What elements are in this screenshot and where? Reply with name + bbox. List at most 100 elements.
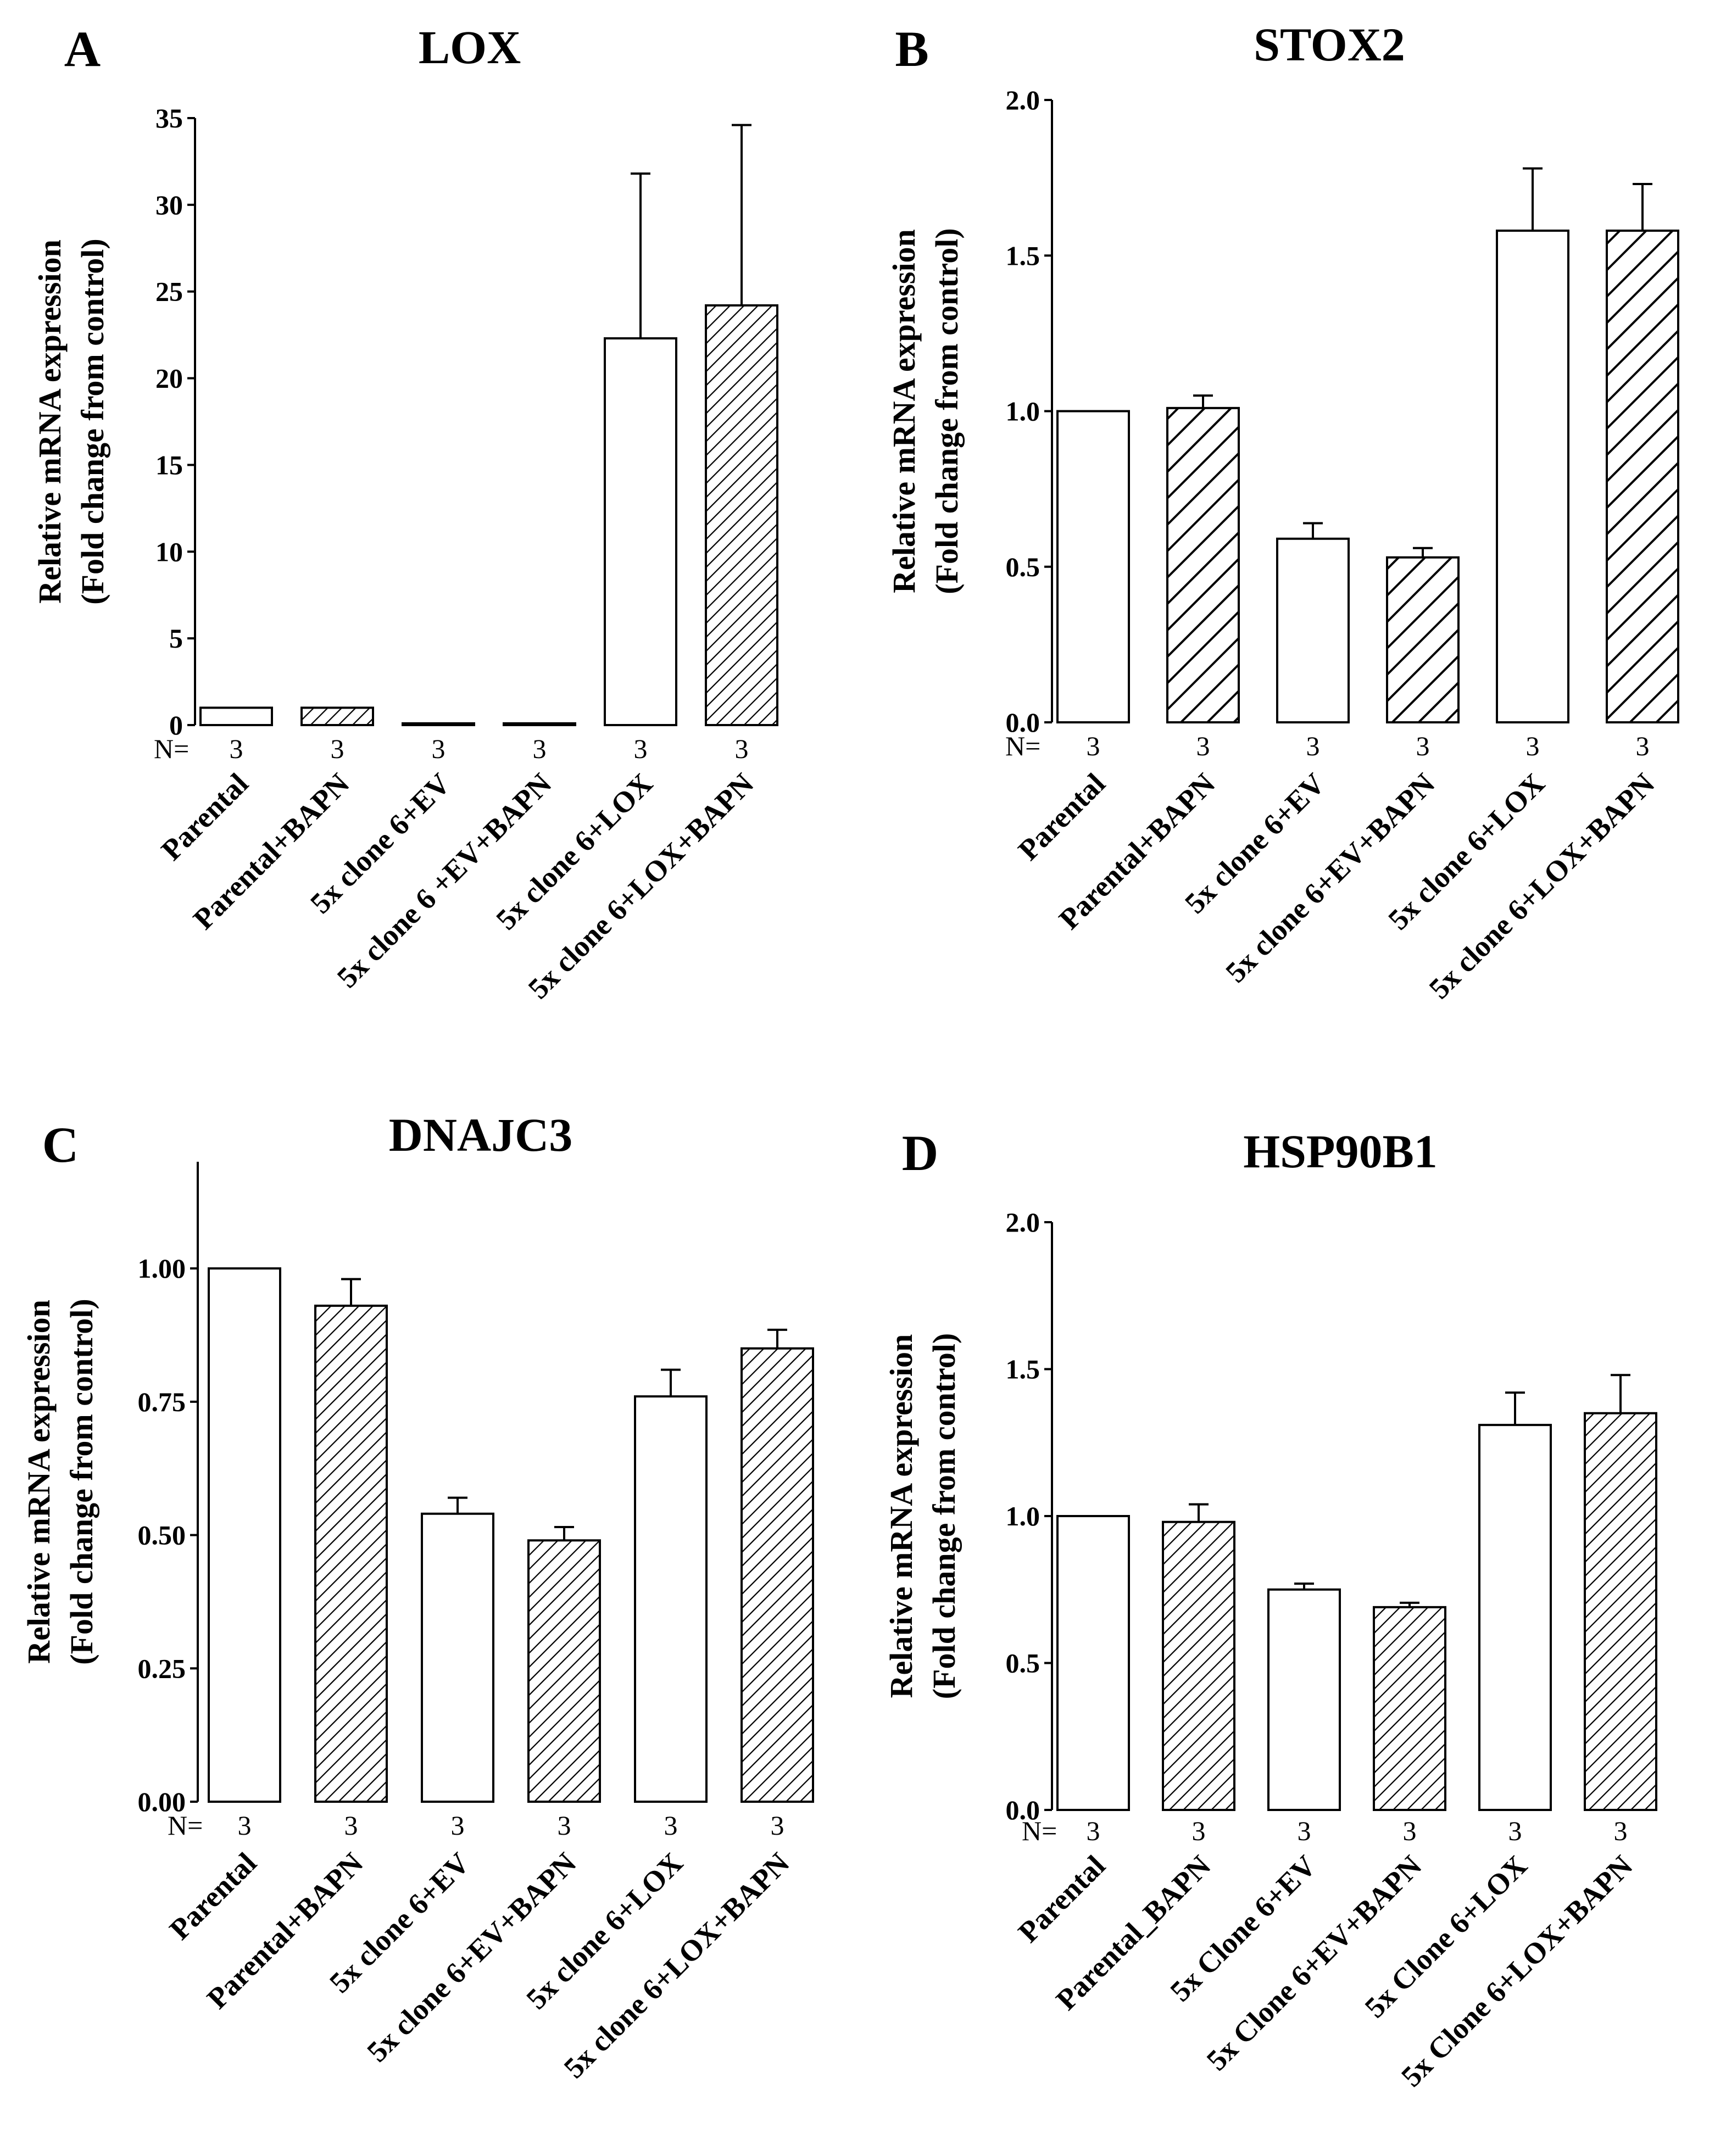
y-tick-label: 0.50 bbox=[138, 1520, 186, 1551]
n-value: 3 bbox=[533, 733, 547, 764]
n-value: 3 bbox=[344, 1810, 358, 1841]
bar bbox=[705, 304, 778, 726]
y-tick-label: 0.75 bbox=[138, 1386, 186, 1417]
bar bbox=[314, 1305, 388, 1803]
category-label: Parental bbox=[1012, 767, 1112, 867]
y-axis-label: (Fold change from control) bbox=[75, 238, 110, 604]
n-value: 3 bbox=[1508, 1815, 1522, 1846]
n-value: 3 bbox=[664, 1810, 678, 1841]
y-tick-label: 5 bbox=[169, 623, 183, 654]
n-prefix: N= bbox=[168, 1810, 203, 1841]
n-value: 3 bbox=[634, 733, 648, 764]
y-tick-label: 20 bbox=[155, 363, 183, 394]
y-axis-label: (Fold change from control) bbox=[64, 1299, 99, 1664]
y-tick-label: 25 bbox=[155, 276, 183, 307]
category-label: 5x clone 6+EV+BAPN bbox=[360, 1846, 582, 2068]
n-prefix: N= bbox=[1022, 1815, 1057, 1846]
y-axis-label: (Fold change from control) bbox=[929, 228, 965, 594]
panel-letter: B bbox=[895, 21, 928, 77]
panel-letter: C bbox=[42, 1117, 79, 1173]
bar bbox=[740, 1347, 814, 1803]
y-tick-label: 0.25 bbox=[138, 1653, 186, 1684]
n-value: 3 bbox=[1192, 1815, 1206, 1846]
bar bbox=[1496, 229, 1569, 723]
bar bbox=[1267, 1588, 1341, 1811]
y-axis-label: Relative mRNA expression bbox=[32, 239, 68, 604]
n-value: 3 bbox=[1416, 731, 1430, 761]
bar bbox=[300, 706, 374, 727]
n-value: 3 bbox=[451, 1810, 465, 1841]
bar bbox=[634, 1395, 708, 1803]
bar bbox=[1386, 556, 1460, 723]
y-tick-label: 2.0 bbox=[1006, 85, 1040, 115]
category-label: Parental bbox=[163, 1846, 263, 1946]
n-prefix: N= bbox=[154, 733, 189, 764]
bar bbox=[1166, 406, 1240, 723]
bar bbox=[1056, 1515, 1130, 1811]
y-tick-label: 10 bbox=[155, 536, 183, 567]
panel-d: D HSP90B1 0.0 0.5 1.0 1.5 2.0 Relative mRNA exp… bbox=[883, 1125, 1657, 2093]
bar bbox=[1056, 410, 1130, 723]
bar bbox=[1373, 1606, 1446, 1812]
n-value: 3 bbox=[1087, 1815, 1100, 1846]
n-value: 3 bbox=[1298, 1815, 1311, 1846]
category-label: 5x clone 6+EV+BAPN bbox=[1219, 767, 1441, 989]
n-value: 3 bbox=[1306, 731, 1320, 761]
panel-b: B STOX2 0.0 0.5 1.0 1.5 2.0 Relative mRNA expre… bbox=[886, 18, 1679, 1005]
chart-title: LOX bbox=[419, 21, 521, 74]
chart-title: DNAJC3 bbox=[389, 1108, 572, 1161]
n-value: 3 bbox=[238, 1810, 252, 1841]
bar bbox=[1162, 1520, 1235, 1811]
y-tick-label: 0.0 bbox=[1006, 1795, 1040, 1825]
bar bbox=[1584, 1412, 1657, 1811]
category-label: 5x Clone 6+EV+BAPN bbox=[1200, 1849, 1428, 2077]
n-value: 3 bbox=[1614, 1815, 1628, 1846]
n-value: 3 bbox=[735, 733, 749, 764]
n-value: 3 bbox=[1087, 731, 1100, 761]
category-label: Parental bbox=[1012, 1849, 1112, 1949]
y-tick-label: 1.0 bbox=[1006, 396, 1040, 427]
panel-a: A LOX 0 5 10 15 20 25 30 35 Relative mRNA expressi… bbox=[32, 21, 778, 1005]
y-axis-label: Relative mRNA expression bbox=[21, 1300, 57, 1664]
n-value: 3 bbox=[558, 1810, 571, 1841]
n-value: 3 bbox=[771, 1810, 784, 1841]
y-tick-label: 0.5 bbox=[1006, 551, 1040, 582]
y-tick-label: 0.5 bbox=[1006, 1648, 1040, 1679]
chart-title: STOX2 bbox=[1254, 18, 1405, 71]
n-value: 3 bbox=[1403, 1815, 1417, 1846]
chart-title: HSP90B1 bbox=[1243, 1125, 1438, 1178]
n-value: 3 bbox=[1636, 731, 1650, 761]
bar bbox=[503, 722, 576, 727]
panel-letter: D bbox=[902, 1125, 938, 1181]
category-label: Parental bbox=[155, 767, 255, 867]
y-tick-label: 1.0 bbox=[1006, 1501, 1040, 1531]
y-tick-label: 2.0 bbox=[1006, 1207, 1040, 1238]
n-value: 3 bbox=[1196, 731, 1210, 761]
bar bbox=[1606, 229, 1679, 723]
y-tick-label: 35 bbox=[155, 103, 183, 133]
n-value: 3 bbox=[1526, 731, 1540, 761]
n-prefix: N= bbox=[1005, 731, 1040, 761]
y-tick-label: 1.5 bbox=[1006, 1354, 1040, 1385]
bar bbox=[208, 1267, 281, 1803]
y-tick-label: 0.0 bbox=[1006, 707, 1040, 738]
bar bbox=[1478, 1424, 1552, 1811]
n-value: 3 bbox=[331, 733, 344, 764]
bar bbox=[421, 1512, 494, 1803]
y-tick-label: 0 bbox=[169, 710, 183, 740]
y-axis-label: Relative mRNA expression bbox=[886, 229, 922, 593]
n-value: 3 bbox=[432, 733, 446, 764]
y-tick-label: 15 bbox=[155, 449, 183, 480]
y-axis-label: Relative mRNA expression bbox=[883, 1334, 919, 1698]
bar bbox=[1276, 537, 1350, 723]
bar bbox=[199, 706, 273, 727]
y-tick-label: 0.00 bbox=[138, 1786, 186, 1817]
panel-c: C DNAJC3 0.00 0.25 0.50 0.75 1.00 Relative mRNA… bbox=[21, 1108, 814, 2085]
y-tick-label: 1.00 bbox=[138, 1253, 186, 1284]
y-tick-label: 30 bbox=[155, 190, 183, 220]
category-label: 5x clone 6+LOX+BAPN bbox=[1423, 767, 1661, 1005]
y-tick-label: 1.5 bbox=[1006, 240, 1040, 271]
bar bbox=[527, 1539, 601, 1803]
panel-letter: A bbox=[64, 21, 101, 77]
